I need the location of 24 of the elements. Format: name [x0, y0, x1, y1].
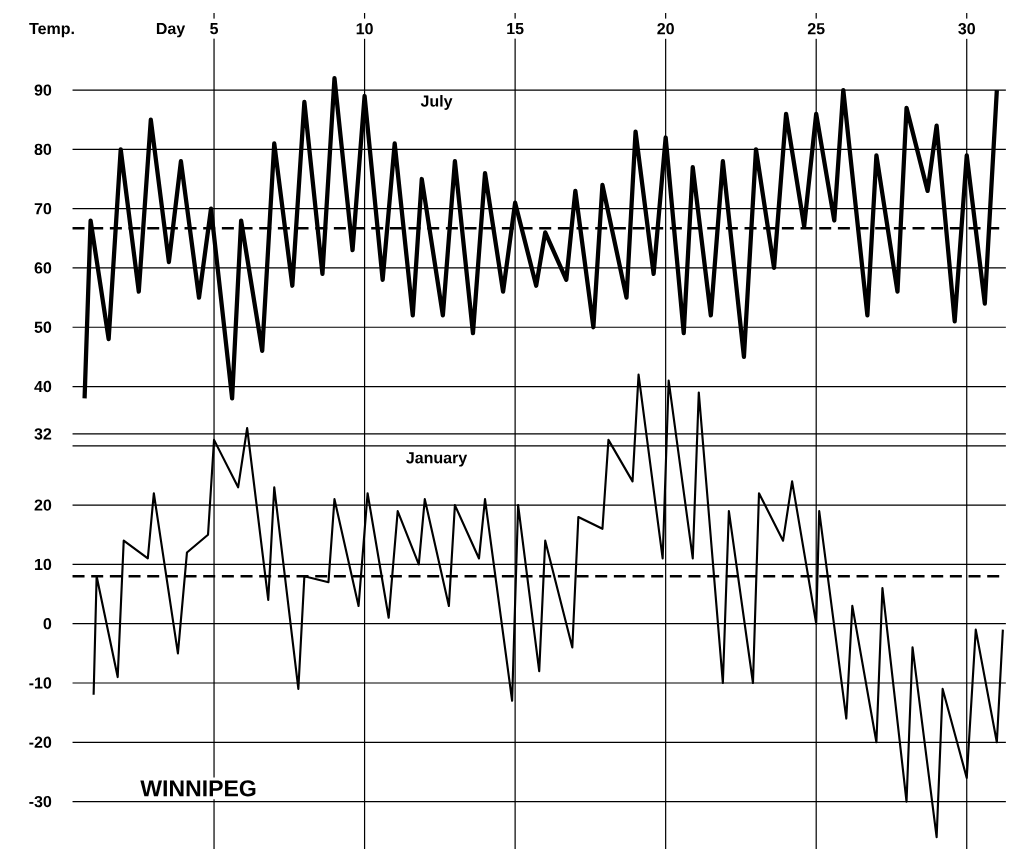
x-tick-label: 20: [657, 23, 674, 35]
y-tick-label: 20: [34, 499, 52, 511]
x-axis-title: Day: [156, 23, 186, 38]
y-tick-label: 10: [35, 558, 52, 571]
y-tick-label: 80: [34, 143, 52, 156]
annotation: January: [406, 452, 468, 467]
x-tick-label: 15: [507, 23, 524, 35]
x-tick-label: 25: [807, 23, 825, 35]
y-tick-label: 40: [34, 380, 52, 393]
y-tick-label: 32: [34, 428, 52, 440]
y-tick-label: -20: [29, 736, 52, 748]
y-axis-title: Temp.: [29, 23, 74, 38]
y-tick-label: 70: [34, 203, 52, 215]
y-tick-label: -10: [29, 677, 52, 689]
y-tick-label: 90: [34, 84, 52, 96]
y-tick-label: 60: [34, 262, 52, 274]
annotation: July: [420, 95, 453, 110]
y-tick-label: 0: [43, 618, 52, 630]
y-tick-label: 50: [34, 321, 52, 333]
x-tick-label: 5: [210, 23, 219, 35]
x-tick-label: 10: [356, 23, 373, 35]
y-tick-label: -30: [29, 795, 52, 808]
x-tick-label: 30: [958, 23, 975, 35]
text: WINNIPEG: [140, 780, 256, 797]
